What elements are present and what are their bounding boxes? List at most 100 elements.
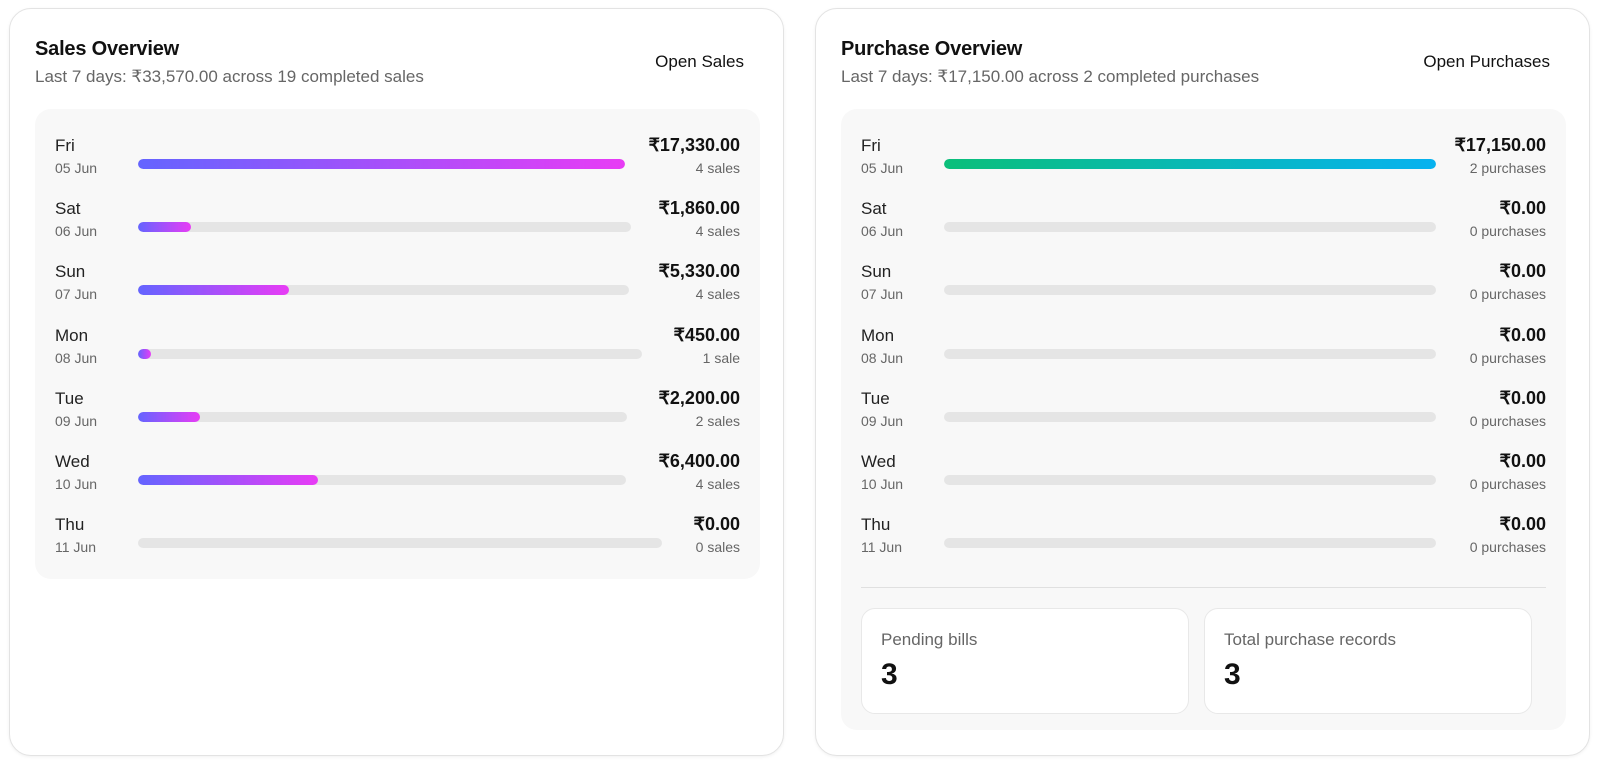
amount-value: ₹17,150.00 bbox=[1454, 135, 1546, 155]
amount-value: ₹0.00 bbox=[1499, 514, 1547, 535]
progress-track bbox=[944, 475, 1436, 485]
progress-track bbox=[138, 285, 629, 296]
progress-track bbox=[944, 411, 1436, 422]
count-value: 4 sales bbox=[695, 286, 740, 303]
amount-value: ₹0.00 bbox=[1499, 451, 1547, 471]
date-label: 06 Jun bbox=[861, 223, 904, 240]
stat-value: 3 bbox=[881, 658, 898, 691]
stat-label: Pending bills bbox=[881, 630, 978, 649]
date-label: 06 Jun bbox=[55, 223, 98, 240]
day-label: Wed bbox=[55, 452, 90, 471]
progress-fill bbox=[138, 285, 290, 296]
progress-track bbox=[944, 348, 1436, 359]
progress-track bbox=[138, 475, 626, 485]
count-value: 1 sale bbox=[702, 349, 740, 366]
date-label: 11 Jun bbox=[55, 539, 96, 556]
progress-track bbox=[944, 159, 1436, 169]
count-value: 2 purchases bbox=[1469, 160, 1546, 176]
day-row: Thu 11 Jun ₹0.00 0 purchases bbox=[841, 501, 1566, 565]
amount-value: ₹17,330.00 bbox=[648, 135, 740, 155]
progress-track bbox=[138, 222, 631, 233]
amount-value: ₹1,860.00 bbox=[658, 198, 740, 219]
amount-value: ₹0.00 bbox=[693, 514, 741, 535]
day-row: Wed 10 Jun ₹0.00 0 purchases bbox=[841, 438, 1566, 502]
day-row: Sun 07 Jun ₹5,330.00 4 sales bbox=[35, 248, 760, 312]
progress-track bbox=[944, 285, 1436, 296]
day-label: Thu bbox=[861, 515, 891, 535]
divider bbox=[861, 587, 1546, 588]
day-row: Sat 06 Jun ₹0.00 0 purchases bbox=[841, 185, 1566, 249]
progress-fill bbox=[138, 159, 625, 169]
date-label: 09 Jun bbox=[55, 412, 98, 429]
count-value: 4 sales bbox=[695, 476, 740, 492]
date-label: 08 Jun bbox=[55, 349, 98, 366]
day-label: Sun bbox=[861, 262, 892, 282]
day-label: Mon bbox=[55, 325, 89, 345]
day-label: Tue bbox=[55, 388, 84, 408]
amount-value: ₹0.00 bbox=[1499, 261, 1547, 282]
count-value: 4 sales bbox=[695, 160, 740, 176]
progress-track bbox=[944, 222, 1436, 233]
count-value: 2 sales bbox=[695, 412, 740, 429]
day-row: Sun 07 Jun ₹0.00 0 purchases bbox=[841, 248, 1566, 312]
progress-fill bbox=[138, 348, 152, 359]
sales-daily-list: Fri 05 Jun ₹17,330.00 4 sales Sat 06 Jun ₹1,86… bbox=[35, 109, 760, 579]
progress-track bbox=[138, 348, 642, 359]
day-row: Sat 06 Jun ₹1,860.00 4 sales bbox=[35, 185, 760, 249]
progress-fill bbox=[138, 475, 319, 485]
day-label: Thu bbox=[55, 515, 85, 535]
day-row: Mon 08 Jun ₹0.00 0 purchases bbox=[841, 312, 1566, 376]
date-label: 10 Jun bbox=[861, 476, 904, 492]
count-value: 0 sales bbox=[695, 539, 740, 556]
stat-label: Total purchase records bbox=[1224, 630, 1396, 649]
stat-value: 3 bbox=[1224, 658, 1241, 691]
day-label: Sun bbox=[55, 262, 86, 282]
amount-value: ₹5,330.00 bbox=[658, 261, 740, 282]
purchase-overview-card: Purchase Overview Last 7 days: ₹17,150.0… bbox=[815, 8, 1590, 756]
amount-value: ₹450.00 bbox=[673, 324, 740, 345]
amount-value: ₹2,200.00 bbox=[658, 387, 740, 408]
day-row: Fri 05 Jun ₹17,150.00 2 purchases bbox=[841, 122, 1566, 186]
count-value: 0 purchases bbox=[1469, 539, 1546, 556]
day-label: Sat bbox=[861, 199, 887, 219]
purchase-subtitle: Last 7 days: ₹17,150.00 across 2 complet… bbox=[841, 67, 1260, 86]
date-label: 07 Jun bbox=[861, 286, 904, 303]
pending-bills-stat: Pending bills 3 bbox=[861, 608, 1189, 714]
count-value: 0 purchases bbox=[1469, 349, 1546, 366]
day-row: Thu 11 Jun ₹0.00 0 sales bbox=[35, 501, 760, 565]
date-label: 11 Jun bbox=[861, 539, 902, 556]
progress-fill bbox=[944, 159, 1436, 169]
open-purchases-button[interactable]: Open Purchases bbox=[1423, 52, 1550, 71]
total-purchase-records-stat: Total purchase records 3 bbox=[1204, 608, 1532, 714]
day-label: Mon bbox=[861, 325, 895, 345]
progress-track bbox=[138, 538, 662, 549]
date-label: 05 Jun bbox=[55, 160, 98, 176]
count-value: 0 purchases bbox=[1469, 476, 1546, 492]
sales-title: Sales Overview bbox=[35, 38, 179, 60]
day-label: Fri bbox=[55, 136, 75, 155]
day-row: Fri 05 Jun ₹17,330.00 4 sales bbox=[35, 122, 760, 186]
day-label: Wed bbox=[861, 452, 896, 471]
amount-value: ₹0.00 bbox=[1499, 198, 1547, 219]
day-label: Fri bbox=[861, 136, 881, 155]
progress-fill bbox=[138, 222, 191, 233]
count-value: 0 purchases bbox=[1469, 412, 1546, 429]
progress-track bbox=[138, 159, 625, 169]
sales-overview-card: Sales Overview Last 7 days: ₹33,570.00 a… bbox=[9, 8, 784, 756]
date-label: 07 Jun bbox=[55, 286, 98, 303]
open-sales-button[interactable]: Open Sales bbox=[655, 52, 744, 71]
amount-value: ₹0.00 bbox=[1499, 387, 1547, 408]
day-label: Tue bbox=[861, 388, 890, 408]
date-label: 05 Jun bbox=[861, 160, 904, 176]
day-label: Sat bbox=[55, 199, 81, 219]
date-label: 09 Jun bbox=[861, 412, 904, 429]
day-row: Tue 09 Jun ₹0.00 0 purchases bbox=[841, 375, 1566, 439]
count-value: 0 purchases bbox=[1469, 223, 1546, 240]
count-value: 4 sales bbox=[695, 223, 740, 240]
progress-track bbox=[944, 538, 1436, 549]
amount-value: ₹6,400.00 bbox=[658, 451, 740, 471]
count-value: 0 purchases bbox=[1469, 286, 1546, 303]
amount-value: ₹0.00 bbox=[1499, 324, 1547, 345]
purchase-daily-list: Pending bills 3 Total purchase records 3… bbox=[841, 109, 1566, 730]
date-label: 10 Jun bbox=[55, 476, 98, 492]
